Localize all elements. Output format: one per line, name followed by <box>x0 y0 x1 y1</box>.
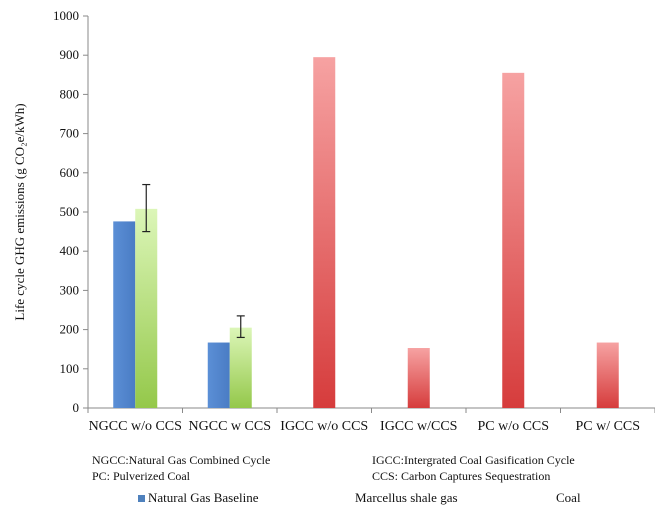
y-tick-label: 800 <box>60 86 80 101</box>
bar-coal <box>313 57 336 408</box>
legend-label: Coal <box>556 490 581 505</box>
bar-coal <box>596 342 619 408</box>
x-tick-label: NGCC w/o CCS <box>89 419 182 434</box>
x-tick-label: PC w/ CCS <box>575 419 640 434</box>
y-tick-label: 900 <box>60 47 80 62</box>
legend-item-marcellus-shale-gas: Marcellus shale gas <box>355 490 458 506</box>
legend-swatch-blue <box>138 494 145 502</box>
bars <box>113 57 619 408</box>
y-axis-label: Life cycle GHG emissions (g CO₂e/kWh) <box>12 103 27 320</box>
legend-item-natural-gas-baseline: Natural Gas Baseline <box>138 490 258 506</box>
legend-label: Natural Gas Baseline <box>148 490 259 505</box>
y-tick-label: 500 <box>60 204 80 219</box>
x-tick-label: NGCC w CCS <box>189 419 271 434</box>
x-tick-label: PC w/o CCS <box>477 419 549 434</box>
axes <box>83 15 655 413</box>
y-tick-label: 300 <box>60 282 80 297</box>
y-tick-label: 1000 <box>53 8 79 23</box>
note-pc: PC: Pulverized Coal <box>92 469 190 483</box>
bar-coal <box>502 72 525 408</box>
note-igcc: IGCC:Intergrated Coal Gasification Cycle <box>372 453 575 467</box>
bar-marcellus-shale-gas <box>135 208 158 408</box>
y-tick-label: 400 <box>60 243 80 258</box>
legend-item-coal: Coal <box>556 490 581 506</box>
legend-label: Marcellus shale gas <box>355 490 458 505</box>
bar-natural-gas-baseline <box>207 342 230 408</box>
labels: 0 100 200 300 400 500 600 700 800 900 1000 NGCC w/o… <box>53 8 640 434</box>
note-ngcc: NGCC:Natural Gas Combined Cycle <box>92 453 271 467</box>
bar-natural-gas-baseline <box>113 221 136 408</box>
y-tick-label: 200 <box>60 322 80 337</box>
y-tick-label: 0 <box>73 400 80 415</box>
y-tick-label: 100 <box>60 361 80 376</box>
x-tick-label: IGCC w/CCS <box>380 419 457 434</box>
note-ccs: CCS: Carbon Captures Sequestration <box>372 469 551 483</box>
bar-coal <box>407 348 430 408</box>
y-tick-label: 700 <box>60 126 80 141</box>
y-tick-label: 600 <box>60 165 80 180</box>
bar-marcellus-shale-gas <box>229 327 252 408</box>
x-tick-label: IGCC w/o CCS <box>280 419 368 434</box>
